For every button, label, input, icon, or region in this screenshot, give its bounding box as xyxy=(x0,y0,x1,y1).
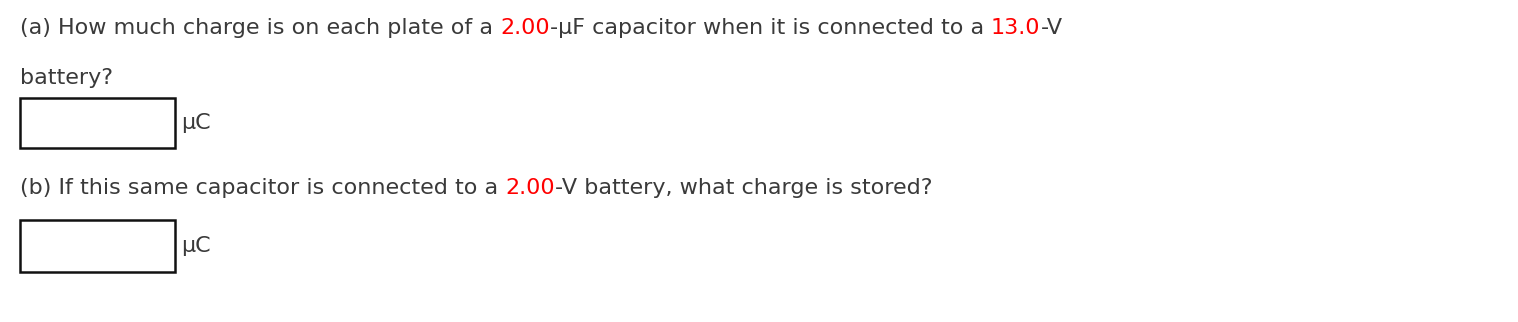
Text: 2.00: 2.00 xyxy=(505,178,556,198)
Text: -V battery, what charge is stored?: -V battery, what charge is stored? xyxy=(556,178,932,198)
Text: (a) How much charge is on each plate of a: (a) How much charge is on each plate of … xyxy=(20,18,499,38)
Text: 13.0: 13.0 xyxy=(991,18,1040,38)
Bar xyxy=(20,98,175,148)
Text: 2.00: 2.00 xyxy=(499,18,550,38)
Text: μC: μC xyxy=(181,113,211,133)
Text: (b) If this same capacitor is connected to a: (b) If this same capacitor is connected … xyxy=(20,178,505,198)
Text: battery?: battery? xyxy=(20,68,112,88)
Text: -V: -V xyxy=(1040,18,1063,38)
Text: -μF capacitor when it is connected to a: -μF capacitor when it is connected to a xyxy=(550,18,991,38)
Text: μC: μC xyxy=(181,236,211,256)
Bar xyxy=(20,220,175,272)
